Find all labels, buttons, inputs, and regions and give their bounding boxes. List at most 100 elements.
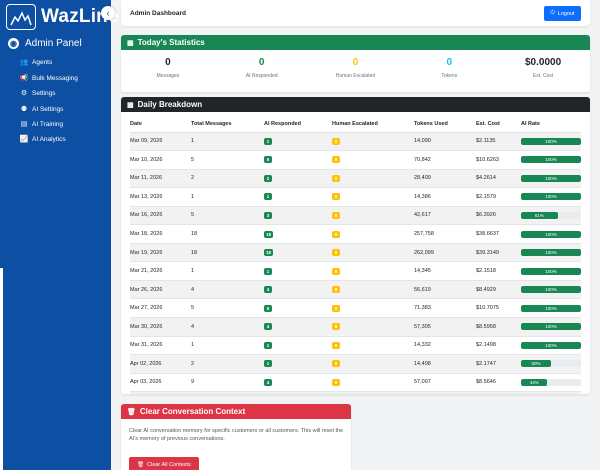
clear-button-label: Clear All Contexts (147, 462, 191, 468)
cell-ai: 3 (264, 206, 332, 226)
sidebar-item-settings[interactable]: ⚙ Settings (19, 89, 56, 98)
gear-icon: ⚙ (20, 90, 28, 97)
breakdown-table-body: Mar 09, 2026 1 1 0 14,090 $2.1135 100% Mar 10, … (130, 132, 581, 394)
sidebar-item-label: Settings (32, 89, 56, 97)
cell-total: 5 (191, 206, 264, 226)
cell-ai: 2 (264, 169, 332, 189)
cell-date: Mar 21, 2026 (130, 261, 191, 281)
topbar: Admin Dashboard ⏻ Logout (121, 0, 590, 26)
cell-total: 2 (191, 169, 264, 189)
cell-date: Mar 11, 2026 (130, 169, 191, 189)
table-row: Mar 16, 2026 5 3 0 42,617 $6.3926 61% (130, 206, 581, 226)
sidebar-collapse-button[interactable]: ‹ (101, 6, 115, 20)
sidebar-item-ai-settings[interactable]: ⚉ AI Settings (19, 105, 64, 114)
human-badge: 0 (332, 378, 340, 386)
human-badge: 0 (332, 360, 340, 368)
cell-ai: 1 (264, 132, 332, 152)
chevron-left-icon: ‹ (106, 8, 110, 18)
cell-cost: $2.1647 (476, 391, 521, 394)
cell-human: 0 (332, 354, 414, 374)
cell-tokens: 28,409 (414, 169, 476, 189)
rate-progress: 100% (521, 174, 581, 182)
cell-date: Mar 09, 2026 (130, 132, 191, 152)
cell-cost: $6.3926 (476, 206, 521, 226)
sidebar-item-ai-training[interactable]: ▤ AI Training (19, 120, 64, 129)
cell-human: 0 (332, 336, 414, 356)
column-header: Human Escalated (332, 117, 414, 133)
stat-est-cost: $0.0000 Est. Cost (496, 57, 590, 79)
sidebar-item-label: AI Analytics (32, 135, 66, 143)
cell-cost: $4.2614 (476, 169, 521, 189)
sidebar-item-bulk-messaging[interactable]: 📢 Bulk Messaging (19, 74, 78, 83)
cell-human: 0 (332, 187, 414, 207)
table-row: Mar 30, 2026 4 4 0 57,305 $8.5958 100% (130, 317, 581, 337)
rate-progress: 100% (521, 156, 581, 164)
cell-rate: 100% (521, 317, 581, 337)
cell-ai: 1 (264, 391, 332, 394)
cell-date: Mar 13, 2026 (130, 187, 191, 207)
power-icon: ⏻ (550, 10, 555, 16)
rate-fill: 50% (521, 360, 551, 368)
cell-tokens: 56,619 (414, 280, 476, 300)
cell-total: 1 (191, 261, 264, 281)
cell-date: Apr 02, 2026 (130, 354, 191, 374)
ai-badge: 1 (264, 360, 272, 368)
cell-cost: $10.6263 (476, 150, 521, 170)
cell-cost: $2.1747 (476, 354, 521, 374)
cell-human: 0 (332, 224, 414, 244)
cell-tokens: 42,617 (414, 206, 476, 226)
cell-ai: 1 (264, 187, 332, 207)
cell-human: 0 (332, 373, 414, 393)
cell-rate: 100% (521, 224, 581, 244)
breakdown-table: Date Total Messages AI Responded Human E… (130, 117, 581, 394)
clear-all-contexts-button[interactable]: 🗑 Clear All Contexts (129, 457, 199, 470)
sidebar-item-agents[interactable]: 👥 Agents (19, 58, 53, 67)
trash-icon: 🗑 (137, 462, 145, 468)
sidebar-item-label: Agents (32, 58, 53, 66)
cell-date: Mar 30, 2026 (130, 317, 191, 337)
rate-progress: 44% (521, 378, 581, 386)
calendar-icon: ▦ (127, 39, 134, 47)
human-badge: 0 (332, 249, 340, 257)
sidebar-item-ai-analytics[interactable]: 📈 AI Analytics (19, 135, 66, 144)
ai-badge: 4 (264, 378, 272, 386)
rate-progress: 100% (521, 267, 581, 275)
ai-badge: 4 (264, 323, 272, 331)
trash-icon: 🗑 (127, 408, 136, 416)
human-badge: 0 (332, 156, 340, 164)
daily-breakdown-card: ▦ Daily Breakdown Date Total Messages AI… (121, 97, 590, 394)
sidebar-item-label: AI Training (32, 120, 64, 128)
stats-row: 0 Messages 0 AI Responded 0 Human Escala… (121, 57, 590, 79)
rate-fill: 100% (521, 341, 581, 349)
cell-rate: 100% (521, 187, 581, 207)
clear-context-header: 🗑 Clear Conversation Context (121, 404, 351, 419)
table-icon: ▦ (127, 101, 134, 109)
cell-date: Mar 10, 2026 (130, 150, 191, 170)
ai-badge: 1 (264, 341, 272, 349)
human-badge: 0 (332, 230, 340, 238)
logout-button[interactable]: ⏻ Logout (544, 6, 581, 21)
wazline-logo-icon (6, 4, 36, 30)
stat-label: Messages (156, 73, 180, 79)
cell-human: 0 (332, 391, 414, 394)
rate-fill: 100% (521, 249, 581, 257)
cell-ai: 1 (264, 261, 332, 281)
stat-value: $0.0000 (525, 57, 562, 68)
stat-label: Tokens (441, 73, 458, 79)
stat-human-escalated: 0 Human Escalated (309, 57, 403, 79)
table-row: Mar 13, 2026 1 1 0 14,386 $2.1579 100% (130, 187, 581, 207)
stat-value: 0 (352, 57, 359, 68)
cell-human: 0 (332, 150, 414, 170)
human-badge: 0 (332, 341, 340, 349)
cell-human: 0 (332, 243, 414, 263)
brand[interactable]: WazLine (6, 4, 119, 30)
table-row: Mar 10, 2026 5 5 0 70,842 $10.6263 100% (130, 150, 581, 170)
cell-tokens: 57,097 (414, 373, 476, 393)
cell-rate: 100% (521, 298, 581, 318)
cell-rate: 100% (521, 280, 581, 300)
rate-fill: 100% (521, 230, 581, 238)
robot-icon: ⚉ (20, 106, 28, 113)
cell-human: 0 (332, 280, 414, 300)
human-badge: 0 (332, 304, 340, 312)
stat-value: 0 (446, 57, 453, 68)
